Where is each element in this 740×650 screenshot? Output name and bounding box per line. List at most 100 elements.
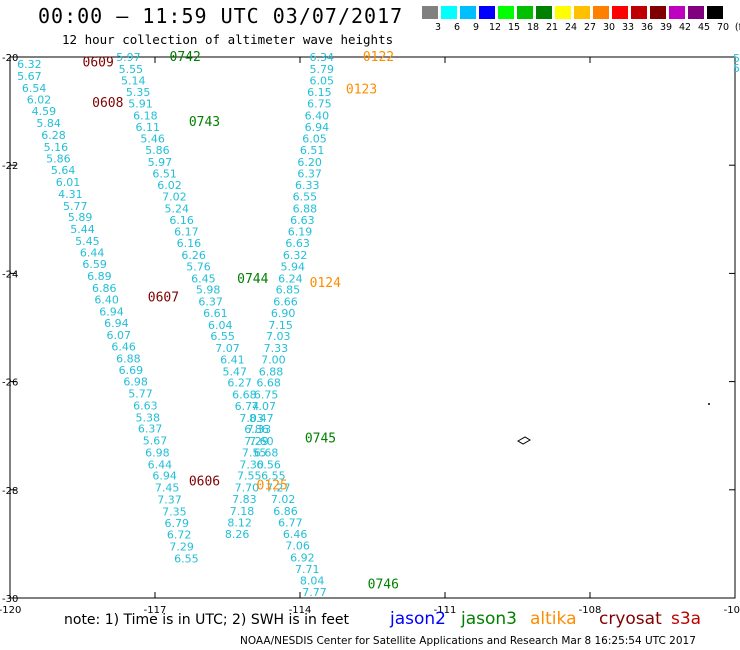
swh-value: 7.83 (232, 493, 257, 506)
swh-value: 5.64 (51, 164, 76, 177)
swh-value: 5.46 (140, 133, 165, 146)
swh-value: 5.77 (63, 200, 88, 213)
swh-value: 5.89 (68, 211, 93, 224)
swh-value: 6.17 (174, 226, 199, 239)
scale-swatch (479, 6, 495, 19)
swh-value: 6.63 (133, 399, 158, 412)
lon-tick-label: -105 (724, 605, 740, 616)
swh-value: 6.34 (310, 51, 335, 64)
swh-value: 6.92 (290, 551, 315, 564)
swh-value: 6.63 (285, 237, 310, 250)
swh-value: 5.67 (143, 435, 168, 448)
scale-swatch (688, 6, 704, 19)
swh-value: 6.33 (295, 179, 320, 192)
swh-value: 5.77 (128, 388, 153, 401)
swh-value: 7.07 (215, 342, 240, 355)
swh-value: 7.02 (271, 493, 296, 506)
swh-value: 6.46 (283, 528, 308, 541)
swh-value: 6.98 (145, 446, 170, 459)
swh-value: 6.45 (191, 272, 216, 285)
lat-tick-label: -30 (2, 594, 18, 605)
scale-swatch (517, 6, 533, 19)
swh-value: 6.05 (302, 133, 327, 146)
swh-value: 6.77 (278, 516, 303, 529)
swh-value: 6.61 (203, 307, 228, 320)
swh-value: 5.97 (116, 51, 141, 64)
chart-subtitle: 12 hour collection of altimeter wave hei… (62, 32, 394, 47)
swh-value: 6.86 (244, 423, 269, 436)
swh-value: 5.47 (223, 365, 248, 378)
swh-value: 6.05 (310, 74, 335, 87)
swh-value: 6.94 (99, 305, 124, 318)
swh-value: 6.88 (293, 202, 318, 215)
pass-label: 0608 (92, 96, 123, 111)
swh-value: 5.76 (186, 260, 211, 273)
swh-value: 6.01 (56, 176, 81, 189)
scale-swatch (593, 6, 609, 19)
swh-value: 7.03 (266, 330, 291, 343)
swh-value: 7.55 (237, 470, 262, 483)
lon-tick-label: -114 (289, 605, 312, 616)
swh-value: 6.63 (290, 214, 315, 227)
pass-label: 0124 (310, 276, 341, 291)
lat-tick-label: -22 (2, 161, 18, 172)
swh-value: 6.68 (256, 377, 281, 390)
scale-swatch (441, 6, 457, 19)
swh-value: 5.55 (119, 63, 144, 76)
pass-label: 0607 (148, 291, 179, 306)
swh-value: 6.90 (271, 307, 296, 320)
swh-value: 6.18 (133, 109, 158, 122)
swh-value: 7.55 (242, 446, 267, 459)
scale-label: 45 (697, 22, 711, 33)
scale-swatch (669, 6, 685, 19)
swh-value: 6.56 (256, 458, 281, 471)
swh-value: 6.88 (116, 352, 141, 365)
swh-value: 6.20 (297, 156, 322, 169)
lon-tick-label: -120 (0, 605, 21, 616)
scale-label: 33 (621, 22, 635, 33)
scale-swatch (555, 6, 571, 19)
footer-note: note: 1) Time is in UTC; 2) SWH is in fe… (64, 612, 350, 628)
scale-swatch (460, 6, 476, 19)
swh-value: 7.27 (266, 482, 291, 495)
swh-value: 6.68 (254, 446, 279, 459)
scale-swatch (498, 6, 514, 19)
scale-label: 36 (640, 22, 654, 33)
legend-cryosat: cryosat (599, 609, 662, 629)
swh-value: 5.67 (17, 70, 42, 83)
swh-value: 6.24 (278, 272, 303, 285)
swh-value: 5.45 (75, 235, 100, 248)
swh-value: 5.98 (196, 284, 221, 297)
swh-value: 6.55 (174, 553, 199, 566)
chart-title: 00:00 – 11:59 UTC 03/07/2017 (38, 4, 404, 28)
swh-value: 6.37 (138, 423, 163, 436)
swh-value: 6.19 (288, 226, 313, 239)
swh-value: 7.35 (162, 505, 187, 518)
swh-value: 5.97 (148, 156, 173, 169)
scale-label: 27 (583, 22, 597, 33)
swh-value: 6.16 (169, 214, 194, 227)
swh-value: 6.55 (261, 470, 286, 483)
edge-value: 5 (733, 52, 740, 65)
swh-value: 7.03 (239, 412, 264, 425)
scale-label: 6 (453, 22, 461, 33)
credit-line: NOAA/NESDIS Center for Satellite Applica… (240, 635, 696, 647)
scale-swatch (536, 6, 552, 19)
swh-value: 6.54 (22, 82, 47, 95)
scale-label: 12 (488, 22, 502, 33)
swh-value: 6.32 (283, 249, 308, 262)
swh-value: 6.75 (307, 98, 332, 111)
swh-value: 6.37 (297, 167, 322, 180)
swh-value: 6.55 (293, 191, 318, 204)
swh-value: 7.33 (264, 342, 289, 355)
swh-value: 6.85 (276, 284, 301, 297)
swh-value: 5.91 (128, 98, 153, 111)
swh-value: 7.60 (249, 435, 274, 448)
swh-value: 7.06 (285, 540, 310, 553)
swh-value: 6.86 (273, 505, 298, 518)
scale-label: 30 (602, 22, 616, 33)
swh-value: 5.44 (70, 223, 95, 236)
swh-value: 6.98 (123, 376, 148, 389)
swh-value: 6.41 (220, 353, 245, 366)
scale-label: 15 (507, 22, 521, 33)
